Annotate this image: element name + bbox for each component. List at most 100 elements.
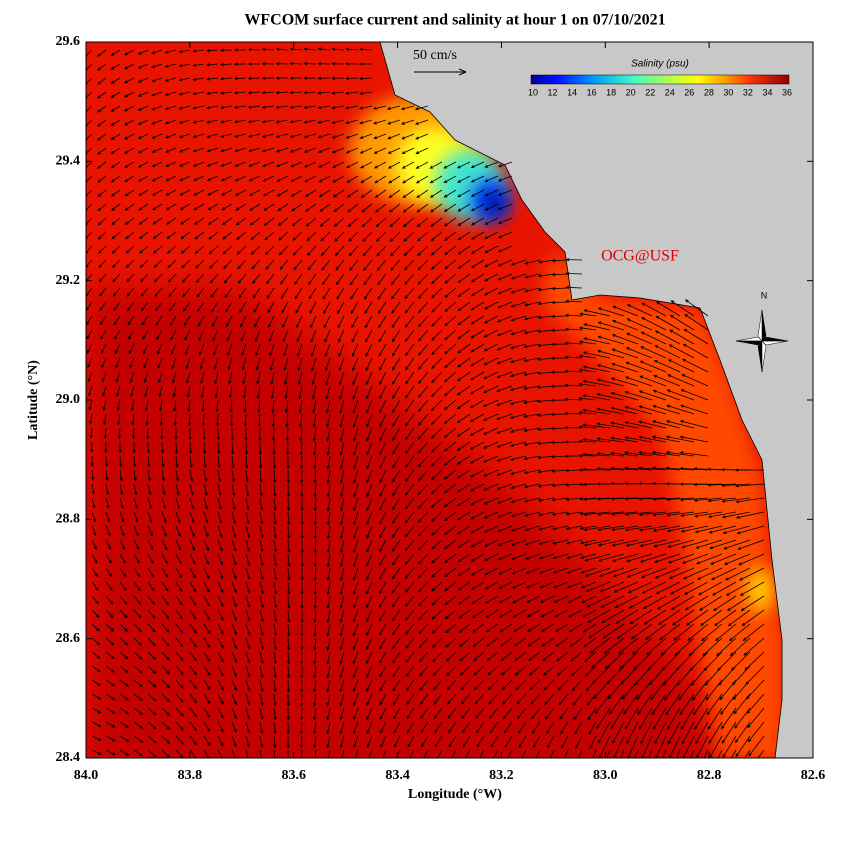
current-vector	[331, 76, 345, 80]
current-vector	[275, 62, 289, 66]
current-vector	[352, 371, 359, 386]
current-vector	[237, 259, 247, 270]
current-vector	[338, 357, 345, 372]
current-vector	[670, 300, 695, 317]
current-vector	[430, 245, 443, 256]
current-vector	[497, 273, 513, 281]
current-vector	[578, 326, 597, 331]
current-vector	[483, 483, 499, 491]
current-vector	[583, 309, 611, 317]
current-vector	[417, 427, 429, 440]
current-vector	[245, 511, 250, 525]
current-vector	[161, 609, 170, 620]
current-vector	[710, 553, 737, 565]
current-vector	[119, 567, 127, 578]
current-vector	[352, 609, 359, 623]
current-vector	[216, 441, 221, 455]
current-vector	[712, 581, 737, 596]
current-vector	[568, 623, 583, 633]
current-vector	[187, 413, 192, 427]
current-vector	[493, 749, 499, 758]
current-vector	[245, 637, 251, 650]
current-vector	[682, 567, 709, 580]
current-vector	[539, 581, 555, 589]
colorbar-label: 28	[704, 87, 714, 97]
current-vector	[443, 371, 457, 383]
current-vector	[387, 161, 401, 169]
current-vector	[419, 693, 429, 705]
current-vector	[91, 665, 101, 673]
x-tick-label: 84.0	[74, 768, 99, 783]
current-vector	[102, 385, 107, 397]
current-vector	[189, 637, 197, 648]
current-vector	[133, 707, 144, 715]
current-vector	[245, 651, 251, 664]
current-vector	[517, 721, 527, 734]
colorbar-label: 24	[665, 87, 675, 97]
current-vector	[727, 609, 751, 627]
current-vector	[643, 609, 667, 625]
current-vector	[686, 609, 709, 626]
current-vector	[695, 721, 709, 745]
current-vector	[483, 497, 499, 505]
current-vector	[365, 343, 373, 358]
current-vector	[339, 595, 345, 610]
current-vector	[253, 301, 261, 314]
current-vector	[616, 623, 639, 640]
current-vector	[735, 511, 765, 519]
current-vector	[170, 329, 177, 341]
current-vector	[445, 651, 457, 662]
current-vector	[152, 231, 163, 240]
current-vector	[105, 679, 116, 687]
current-vector	[313, 455, 317, 470]
current-vector	[673, 623, 695, 641]
current-vector	[275, 133, 289, 138]
current-vector	[300, 511, 304, 526]
current-vector	[203, 707, 211, 719]
current-vector	[554, 609, 569, 618]
current-vector	[640, 331, 667, 345]
current-vector	[419, 679, 429, 691]
current-vector	[235, 217, 247, 226]
current-vector	[236, 245, 247, 255]
current-vector	[326, 455, 331, 470]
current-vector	[123, 63, 135, 70]
current-vector	[692, 679, 709, 701]
current-vector	[612, 553, 639, 562]
current-vector	[346, 189, 359, 198]
current-vector	[273, 679, 277, 693]
current-vector	[339, 721, 345, 735]
current-vector	[300, 469, 304, 484]
current-vector	[707, 483, 737, 487]
current-vector	[234, 147, 247, 153]
current-vector	[624, 511, 653, 516]
current-vector	[206, 105, 219, 110]
current-vector	[565, 483, 583, 487]
current-vector	[339, 651, 345, 665]
current-vector	[166, 217, 177, 225]
current-vector	[161, 525, 167, 537]
current-vector	[248, 147, 261, 153]
current-vector	[86, 315, 93, 326]
current-vector	[515, 679, 527, 691]
current-vector	[366, 707, 373, 720]
current-vector	[111, 245, 121, 254]
current-vector	[388, 189, 401, 199]
current-vector	[287, 609, 291, 623]
current-vector	[313, 553, 317, 568]
current-vector	[586, 693, 597, 706]
current-vector	[430, 399, 443, 412]
current-vector	[361, 217, 373, 228]
current-vector	[151, 119, 163, 125]
current-vector	[484, 203, 499, 211]
current-vector	[415, 175, 429, 184]
current-vector	[261, 147, 275, 153]
current-vector	[366, 469, 373, 484]
current-vector	[456, 161, 471, 169]
current-vector	[165, 147, 177, 153]
current-vector	[154, 301, 163, 312]
current-vector	[470, 231, 485, 240]
current-vector	[147, 707, 157, 716]
current-vector	[91, 749, 102, 755]
current-vector	[368, 749, 373, 758]
